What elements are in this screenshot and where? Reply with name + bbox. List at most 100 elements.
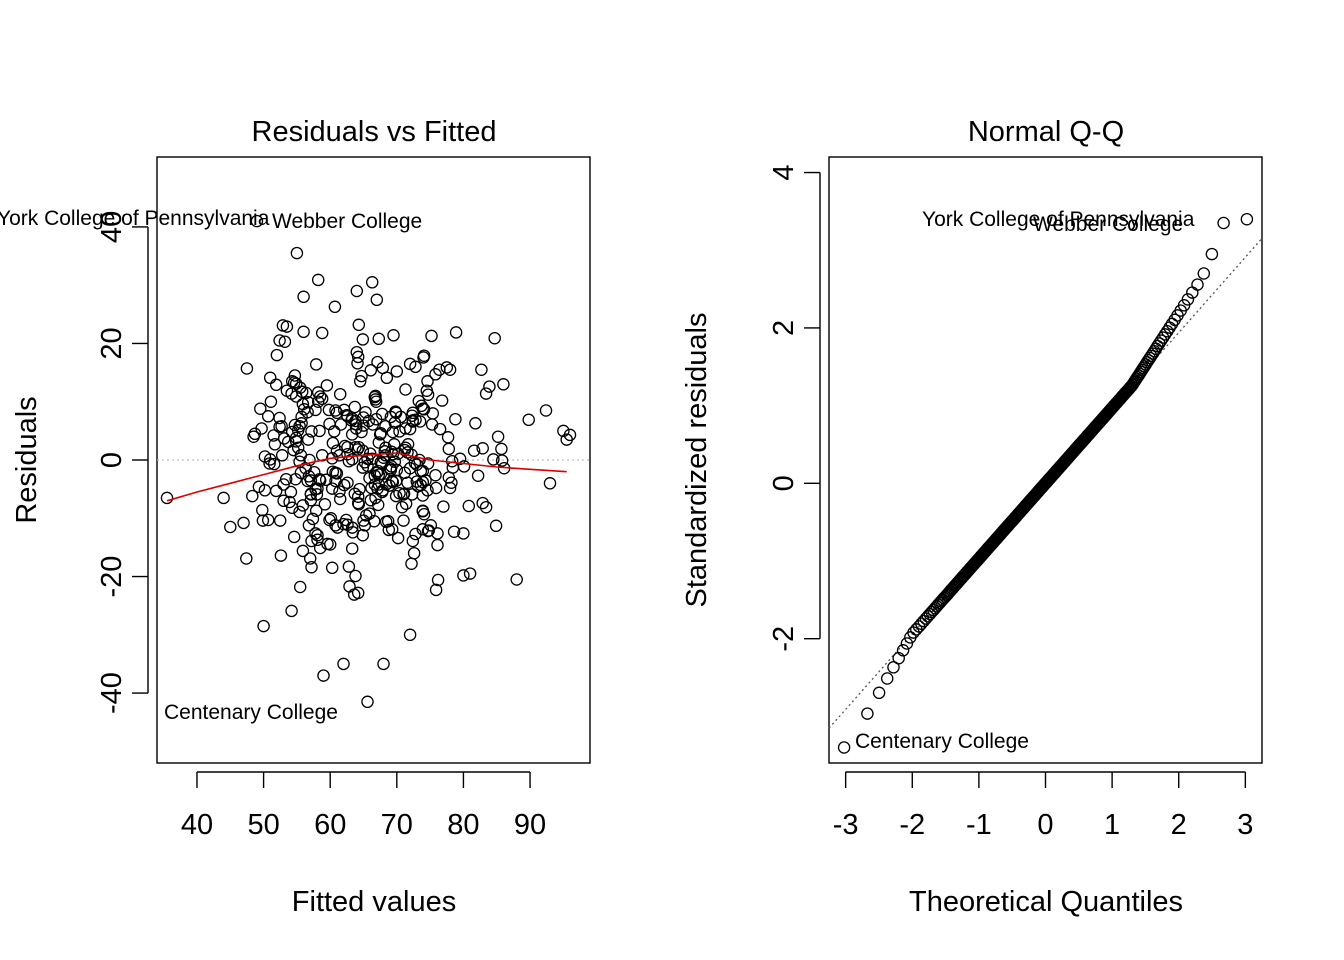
data-point [283, 495, 296, 509]
data-point [263, 457, 276, 470]
data-point [295, 417, 308, 430]
data-point [289, 435, 303, 448]
data-point [313, 424, 326, 438]
data-point [270, 348, 284, 362]
data-point [355, 369, 368, 383]
data-point [289, 390, 303, 403]
data-point [325, 561, 339, 575]
data-point [1158, 328, 1172, 341]
data-point [467, 444, 481, 457]
data-point [277, 494, 290, 508]
data-point [406, 415, 420, 428]
y-tick-label: -20 [96, 556, 128, 598]
y-tick-label: -2 [768, 626, 800, 652]
data-point [364, 364, 378, 377]
data-point [433, 422, 447, 436]
data-point [309, 504, 323, 517]
data-point [290, 246, 304, 260]
data-point [370, 293, 384, 307]
data-point [280, 320, 294, 333]
data-point [469, 417, 482, 430]
data-point [289, 377, 303, 390]
data-point [483, 380, 496, 393]
data-point [330, 406, 344, 420]
data-point [295, 410, 308, 424]
data-point [425, 329, 438, 343]
data-point [348, 400, 362, 414]
data-point [431, 573, 445, 587]
data-point [217, 491, 230, 505]
data-point [267, 457, 281, 471]
data-point [407, 546, 421, 560]
data-point [429, 481, 443, 495]
data-point [487, 453, 500, 466]
data-point [250, 214, 264, 228]
data-point [284, 485, 298, 499]
data-point [256, 514, 270, 527]
data-point [351, 350, 365, 364]
data-point [399, 497, 413, 510]
data-point [457, 569, 470, 582]
data-point [383, 479, 396, 492]
data-point [326, 465, 340, 478]
data-point [476, 442, 489, 455]
data-point [475, 363, 488, 376]
data-point [278, 335, 292, 348]
data-point [453, 452, 467, 466]
x-tick-label: 0 [1037, 809, 1053, 841]
x-tick-label: -3 [833, 809, 859, 841]
data-point [311, 273, 325, 287]
data-point [240, 552, 253, 565]
annotation-webber-college: Webber College [1033, 213, 1183, 236]
data-point [421, 375, 434, 388]
chart-title: Residuals vs Fitted [252, 116, 497, 148]
data-point [356, 528, 370, 542]
data-point [267, 429, 280, 442]
x-axis: -3 -2 -1 0 1 2 3 [833, 771, 1253, 841]
data-point [406, 406, 420, 420]
data-point [353, 482, 366, 496]
data-point [479, 500, 493, 514]
data-point [311, 395, 325, 408]
data-point [390, 365, 404, 378]
data-point [497, 378, 510, 391]
data-point [376, 361, 390, 375]
data-point [273, 514, 287, 527]
data-point [343, 580, 356, 593]
data-point [293, 455, 306, 468]
data-point [896, 644, 910, 657]
data-point [363, 507, 376, 520]
data-point [378, 445, 392, 458]
data-point [287, 376, 301, 389]
data-point [324, 512, 338, 525]
data-point [296, 544, 310, 558]
data-point [372, 332, 386, 346]
data-point [510, 573, 523, 586]
normal-qq-panel: Normal Q-Q Theoretical Quantiles Standar… [681, 116, 1263, 918]
data-point [429, 468, 442, 482]
data-point [1156, 331, 1170, 344]
smoother-line [166, 452, 567, 502]
x-tick-label: -2 [899, 809, 925, 841]
data-point [356, 333, 370, 346]
data-point [397, 514, 410, 527]
data-point [301, 474, 314, 488]
data-point [442, 442, 456, 456]
data-point [424, 519, 438, 532]
x-axis-label: Fitted values [292, 886, 456, 918]
data-point [297, 290, 310, 304]
data-point [422, 524, 436, 537]
data-point [338, 439, 352, 453]
data-point [410, 475, 424, 488]
annotation-york-college: York College of Pennsylvania [0, 207, 270, 230]
data-point [333, 387, 347, 401]
data-point [375, 485, 389, 499]
data-point [386, 425, 400, 439]
data-point [388, 416, 402, 429]
data-point [311, 386, 325, 399]
data-point [426, 407, 440, 420]
data-point [421, 388, 435, 401]
data-point [315, 326, 329, 340]
data-point [887, 661, 900, 674]
plot-frame [828, 156, 1263, 764]
